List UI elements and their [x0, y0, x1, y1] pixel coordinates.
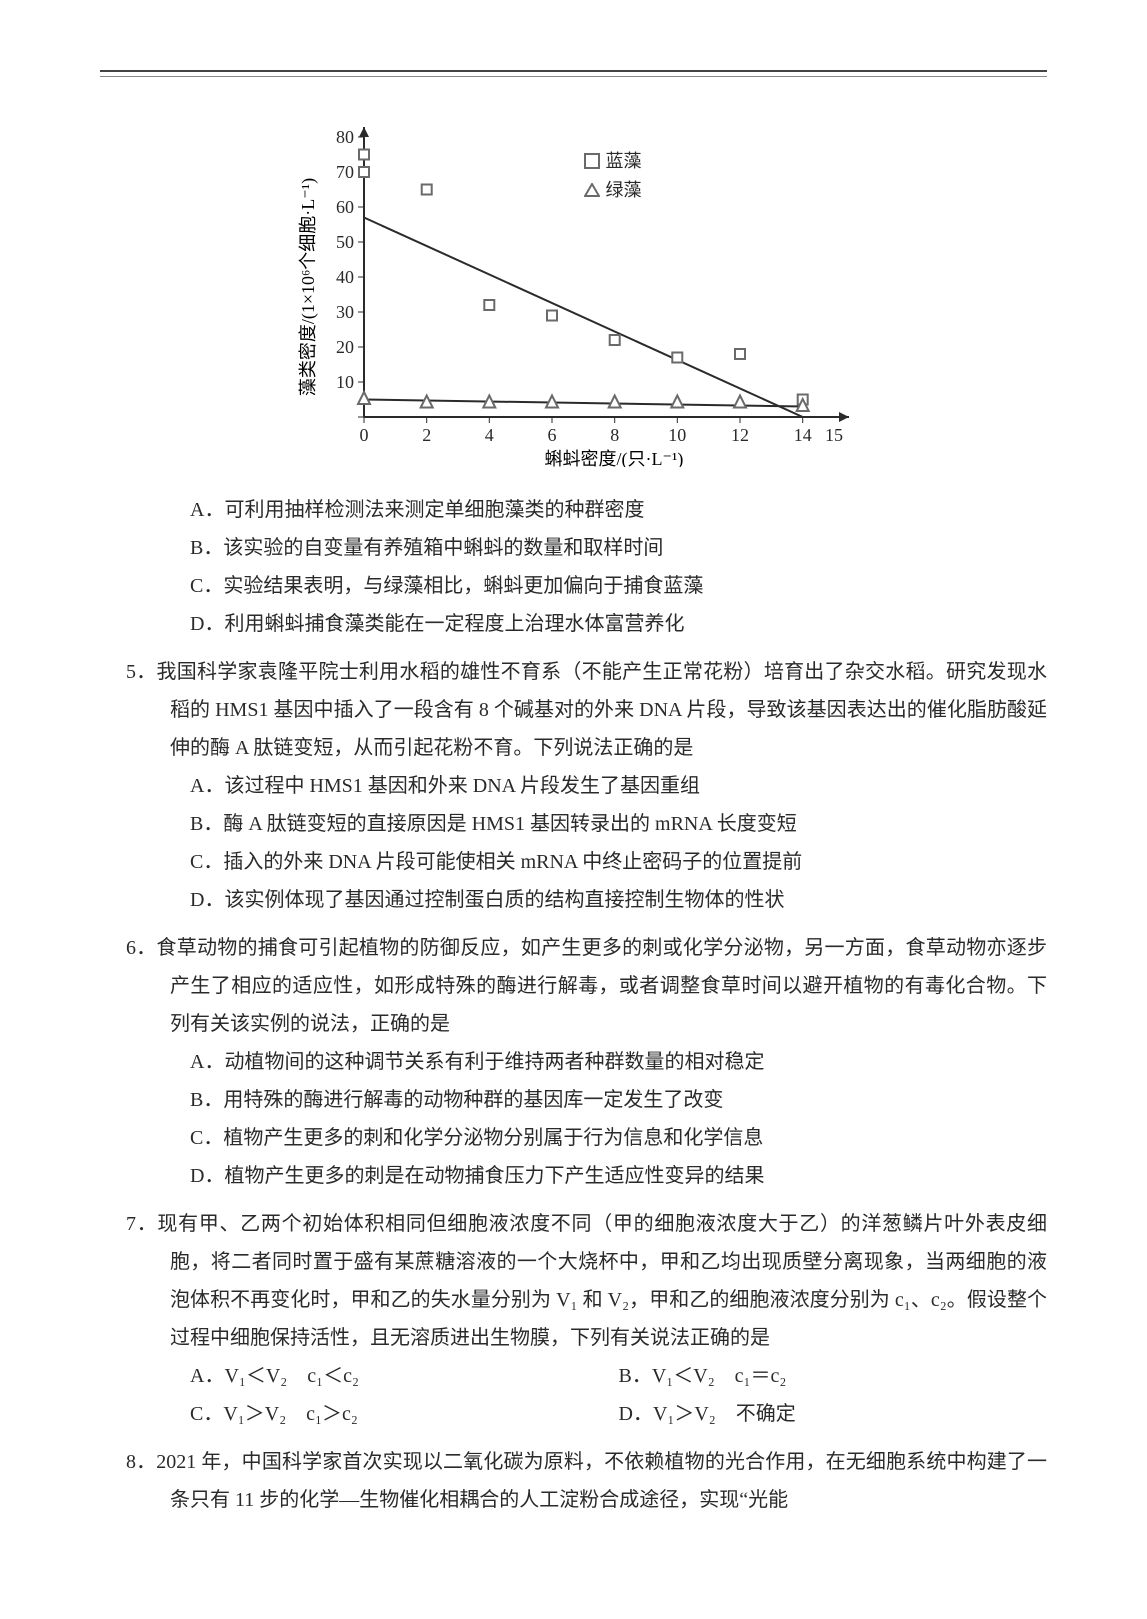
svg-text:10: 10 — [336, 372, 354, 392]
svg-text:0: 0 — [359, 425, 368, 445]
svg-text:60: 60 — [336, 197, 354, 217]
q6-option-c: C．植物产生更多的刺和化学分泌物分别属于行为信息和化学信息 — [190, 1119, 1047, 1157]
svg-text:80: 80 — [336, 127, 354, 147]
y-axis-label: 藻类密度/(1×10⁶个细胞·L⁻¹) — [298, 178, 319, 396]
q6-option-d: D．植物产生更多的刺是在动物捕食压力下产生适应性变异的结果 — [190, 1157, 1047, 1195]
q7-option-a: A．V₁＜V₂ c₁＜c₂ — [190, 1357, 619, 1395]
q4-option-b: B．该实验的自变量有养殖箱中蝌蚪的数量和取样时间 — [190, 529, 1047, 567]
svg-text:8: 8 — [610, 425, 619, 445]
svg-text:70: 70 — [336, 162, 354, 182]
svg-text:15: 15 — [825, 425, 843, 445]
svg-text:12: 12 — [731, 425, 749, 445]
q5-option-b: B．酶 A 肽链变短的直接原因是 HMS1 基因转录出的 mRNA 长度变短 — [190, 805, 1047, 843]
triangle-marker-icon — [584, 183, 600, 197]
q5-option-a: A．该过程中 HMS1 基因和外来 DNA 片段发生了基因重组 — [190, 767, 1047, 805]
algae-density-chart: 0 2 4 6 8 10 12 14 15 10 20 — [294, 117, 854, 467]
q6: 6．食草动物的捕食可引起植物的防御反应，如产生更多的刺或化学分泌物，另一方面，食… — [100, 929, 1047, 1195]
chart-legend: 蓝藻 绿藻 — [584, 147, 642, 205]
q7-option-b: B．V₁＜V₂ c₁＝c₂ — [619, 1357, 1048, 1395]
series-green-algae — [358, 392, 809, 411]
top-rule — [100, 70, 1047, 77]
q8-stem: 8．2021 年，中国科学家首次实现以二氧化碳为原料，不依赖植物的光合作用，在无… — [100, 1443, 1047, 1519]
svg-text:14: 14 — [793, 425, 811, 445]
trendline-blue-algae — [364, 218, 803, 418]
q6-option-b: B．用特殊的酶进行解毒的动物种群的基因库一定发生了改变 — [190, 1081, 1047, 1119]
legend-green-algae: 绿藻 — [584, 176, 642, 205]
svg-text:50: 50 — [336, 232, 354, 252]
svg-text:30: 30 — [336, 302, 354, 322]
q4-option-a: A．可利用抽样检测法来测定单细胞藻类的种群密度 — [190, 491, 1047, 529]
q5-option-c: C．插入的外来 DNA 片段可能使相关 mRNA 中终止密码子的位置提前 — [190, 843, 1047, 881]
q6-option-a: A．动植物间的这种调节关系有利于维持两者种群数量的相对稳定 — [190, 1043, 1047, 1081]
q5: 5．我国科学家袁隆平院士利用水稻的雄性不育系（不能产生正常花粉）培育出了杂交水稻… — [100, 653, 1047, 919]
svg-text:40: 40 — [336, 267, 354, 287]
q5-option-d: D．该实例体现了基因通过控制蛋白质的结构直接控制生物体的性状 — [190, 881, 1047, 919]
q7: 7．现有甲、乙两个初始体积相同但细胞液浓度不同（甲的细胞液浓度大于乙）的洋葱鳞片… — [100, 1205, 1047, 1433]
x-ticks: 0 2 4 6 8 10 12 14 15 — [359, 417, 843, 445]
q4-option-d: D．利用蝌蚪捕食藻类能在一定程度上治理水体富营养化 — [190, 605, 1047, 643]
x-axis-arrow — [839, 412, 849, 422]
q4-options: A．可利用抽样检测法来测定单细胞藻类的种群密度 B．该实验的自变量有养殖箱中蝌蚪… — [100, 491, 1047, 643]
exam-page: 0 2 4 6 8 10 12 14 15 10 20 — [0, 0, 1147, 1619]
svg-text:2: 2 — [422, 425, 431, 445]
svg-text:6: 6 — [547, 425, 556, 445]
svg-text:20: 20 — [336, 337, 354, 357]
legend-blue-algae: 蓝藻 — [584, 147, 642, 176]
legend-label-blue: 蓝藻 — [606, 147, 642, 176]
q7-option-d: D．V₁＞V₂ 不确定 — [619, 1395, 1048, 1433]
x-axis-label: 蝌蚪密度/(只·L⁻¹) — [544, 449, 683, 467]
square-marker-icon — [584, 153, 600, 169]
q7-option-c: C．V₁＞V₂ c₁＞c₂ — [190, 1395, 619, 1433]
q8: 8．2021 年，中国科学家首次实现以二氧化碳为原料，不依赖植物的光合作用，在无… — [100, 1443, 1047, 1519]
q7-stem: 7．现有甲、乙两个初始体积相同但细胞液浓度不同（甲的细胞液浓度大于乙）的洋葱鳞片… — [100, 1205, 1047, 1357]
svg-text:4: 4 — [484, 425, 493, 445]
q6-stem: 6．食草动物的捕食可引起植物的防御反应，如产生更多的刺或化学分泌物，另一方面，食… — [100, 929, 1047, 1043]
y-axis-arrow — [359, 127, 369, 137]
legend-label-green: 绿藻 — [606, 176, 642, 205]
q5-stem: 5．我国科学家袁隆平院士利用水稻的雄性不育系（不能产生正常花粉）培育出了杂交水稻… — [100, 653, 1047, 767]
svg-text:10: 10 — [668, 425, 686, 445]
q4-option-c: C．实验结果表明，与绿藻相比，蝌蚪更加偏向于捕食蓝藻 — [190, 567, 1047, 605]
chart-svg: 0 2 4 6 8 10 12 14 15 10 20 — [294, 117, 854, 467]
